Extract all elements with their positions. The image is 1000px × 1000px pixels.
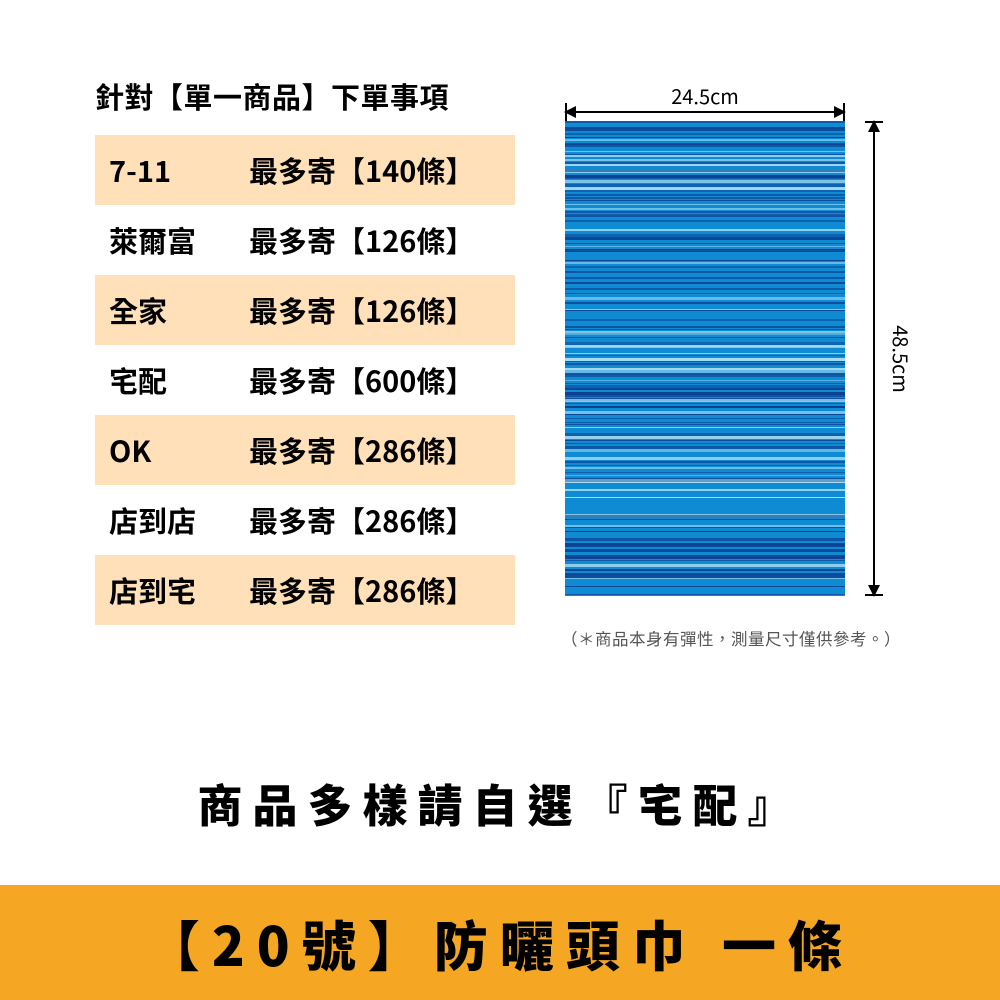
shipping-table-section: 針對【單一商品】下單事項 7-11最多寄【140條】萊爾富最多寄【126條】全家…	[95, 75, 515, 650]
table-row: 全家最多寄【126條】	[95, 275, 515, 345]
table-title: 針對【單一商品】下單事項	[95, 75, 515, 117]
shipping-table: 7-11最多寄【140條】萊爾富最多寄【126條】全家最多寄【126條】宅配最多…	[95, 135, 515, 625]
carrier-limit: 最多寄【140條】	[235, 135, 515, 205]
height-label: 48.5cm	[887, 325, 916, 393]
height-line	[873, 121, 875, 596]
carrier-limit: 最多寄【600條】	[235, 345, 515, 415]
width-line	[565, 111, 845, 113]
table-row: 店到宅最多寄【286條】	[95, 555, 515, 625]
width-label: 24.5cm	[565, 81, 845, 110]
height-arrow: 48.5cm	[845, 121, 895, 596]
carrier-name: 萊爾富	[95, 205, 235, 275]
product-row: 48.5cm	[565, 121, 895, 596]
carrier-name: 7-11	[95, 135, 235, 205]
bottom-bar-text: 【20號】防曬頭巾 一條	[146, 903, 854, 982]
size-note: （＊商品本身有彈性，測量尺寸僅供參考。）	[561, 626, 940, 650]
product-dimension-section: 24.5cm 48.5cm （＊商品本身有彈性，測量尺寸僅供參考。）	[555, 75, 940, 650]
mid-banner: 商品多樣請自選『宅配』	[0, 770, 1000, 835]
table-row: OK最多寄【286條】	[95, 415, 515, 485]
table-row: 萊爾富最多寄【126條】	[95, 205, 515, 275]
carrier-name: 店到宅	[95, 555, 235, 625]
carrier-name: OK	[95, 415, 235, 485]
bottom-bar: 【20號】防曬頭巾 一條	[0, 885, 1000, 1000]
product-image	[565, 121, 845, 596]
table-row: 宅配最多寄【600條】	[95, 345, 515, 415]
carrier-limit: 最多寄【286條】	[235, 415, 515, 485]
carrier-limit: 最多寄【286條】	[235, 485, 515, 555]
dimension-area: 24.5cm 48.5cm	[565, 85, 895, 596]
carrier-name: 全家	[95, 275, 235, 345]
carrier-limit: 最多寄【126條】	[235, 275, 515, 345]
carrier-name: 宅配	[95, 345, 235, 415]
carrier-limit: 最多寄【126條】	[235, 205, 515, 275]
carrier-limit: 最多寄【286條】	[235, 555, 515, 625]
carrier-name: 店到店	[95, 485, 235, 555]
content-wrap: 針對【單一商品】下單事項 7-11最多寄【140條】萊爾富最多寄【126條】全家…	[0, 0, 1000, 650]
table-row: 店到店最多寄【286條】	[95, 485, 515, 555]
table-row: 7-11最多寄【140條】	[95, 135, 515, 205]
width-arrow: 24.5cm	[565, 85, 845, 121]
